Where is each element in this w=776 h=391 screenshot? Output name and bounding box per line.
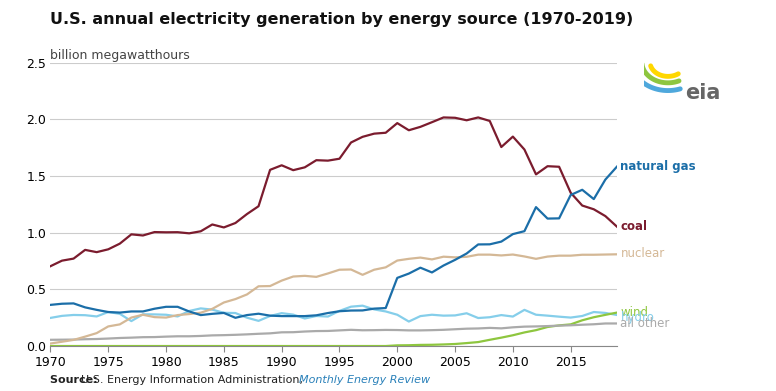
Text: Monthly Energy Review: Monthly Energy Review [299,375,430,385]
Text: Source:: Source: [50,375,102,385]
Text: eia: eia [685,83,721,102]
Text: coal: coal [620,221,647,233]
Text: all other: all other [620,317,670,330]
Text: wind: wind [620,305,649,319]
Text: billion megawatthours: billion megawatthours [50,49,190,62]
Text: U.S. Energy Information Administration,: U.S. Energy Information Administration, [81,375,307,385]
Text: U.S. annual electricity generation by energy source (1970-2019): U.S. annual electricity generation by en… [50,12,634,27]
Text: hydro: hydro [620,310,654,324]
Text: nuclear: nuclear [620,247,664,260]
Text: natural gas: natural gas [620,160,696,173]
